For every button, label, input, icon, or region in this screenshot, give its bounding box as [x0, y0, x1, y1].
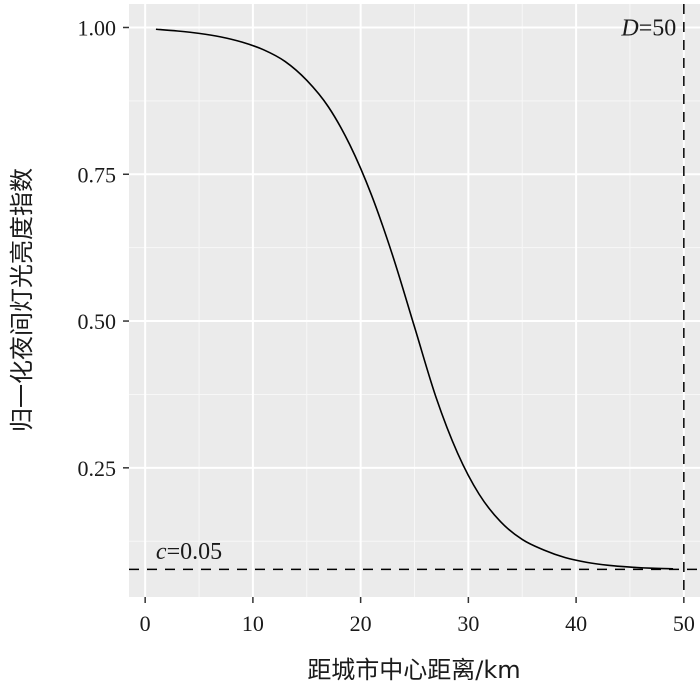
c-annotation: c=0.05 [156, 539, 222, 565]
y-tick-label: 1.00 [78, 15, 117, 40]
y-tick-label: 0.50 [78, 309, 117, 334]
x-axis-title: 距城市中心距离/km [307, 656, 520, 684]
x-tick-label: 0 [140, 611, 151, 636]
annotations-layer: c=0.05 D=50 [129, 4, 700, 597]
series-layer [155, 28, 674, 570]
y-tick-label: 0.75 [78, 162, 117, 187]
x-tick-label: 30 [457, 611, 479, 636]
grid-minor [129, 4, 700, 597]
x-tick-label: 20 [350, 611, 372, 636]
y-axis-title: 归一化夜间灯光亮度指数 [8, 168, 36, 432]
y-axis: 0.25 0.50 0.75 1.00 [78, 15, 129, 481]
x-axis: 0 10 20 30 40 50 [140, 597, 695, 636]
x-tick-label: 40 [565, 611, 587, 636]
x-tick-label: 50 [673, 611, 695, 636]
y-tick-label: 0.25 [78, 456, 117, 481]
d-annotation: D=50 [620, 15, 676, 41]
x-tick-label: 10 [242, 611, 264, 636]
series-line [155, 28, 674, 570]
